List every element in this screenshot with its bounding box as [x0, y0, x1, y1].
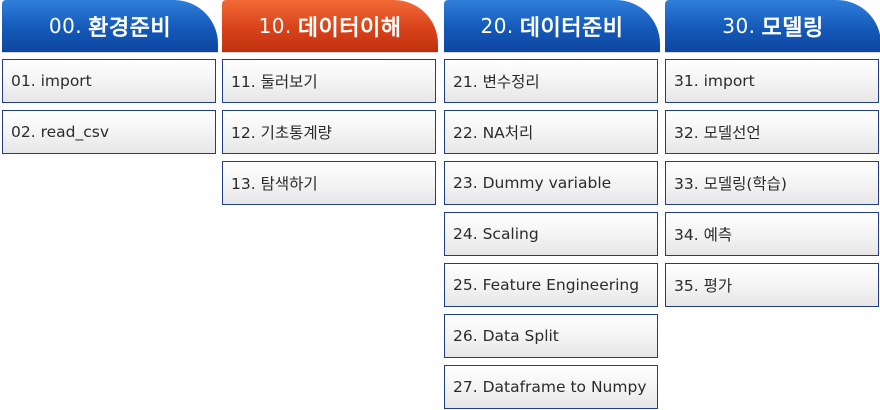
tab-number: 20.: [480, 14, 514, 38]
tab-number: 10.: [258, 14, 292, 38]
column-modeling: 30. 모델링 31. import 32. 모델선언 33. 모델링(학습) …: [665, 0, 880, 307]
step-item-scaling[interactable]: 24. Scaling: [444, 212, 658, 256]
tab-modeling[interactable]: 30. 모델링: [665, 0, 880, 52]
tab-label: 데이터준비: [519, 16, 624, 41]
tab-label: 모델링: [761, 16, 824, 41]
column-data-understanding: 10. 데이터이해 11. 둘러보기 12. 기초통계량 13. 탐색하기: [222, 0, 438, 205]
tab-label: 데이터이해: [297, 16, 402, 41]
step-item-overview[interactable]: 11. 둘러보기: [222, 59, 436, 103]
column-env-setup: 00. 환경준비 01. import 02. read_csv: [2, 0, 218, 154]
step-item-model-declare[interactable]: 32. 모델선언: [665, 110, 879, 154]
step-item-import[interactable]: 31. import: [665, 59, 879, 103]
step-item-dummy-variable[interactable]: 23. Dummy variable: [444, 161, 658, 205]
tab-data-understanding[interactable]: 10. 데이터이해: [222, 0, 438, 52]
step-item-import[interactable]: 01. import: [2, 59, 216, 103]
tab-label: 환경준비: [88, 16, 172, 41]
step-item-model-training[interactable]: 33. 모델링(학습): [665, 161, 879, 205]
step-item-data-split[interactable]: 26. Data Split: [444, 314, 658, 358]
step-item-dataframe-to-numpy[interactable]: 27. Dataframe to Numpy: [444, 365, 658, 409]
step-item-evaluation[interactable]: 35. 평가: [665, 263, 879, 307]
column-data-preparation: 20. 데이터준비 21. 변수정리 22. NA처리 23. Dummy va…: [444, 0, 660, 409]
step-item-explore[interactable]: 13. 탐색하기: [222, 161, 436, 205]
step-item-prediction[interactable]: 34. 예측: [665, 212, 879, 256]
tab-data-preparation[interactable]: 20. 데이터준비: [444, 0, 660, 52]
step-item-na-handling[interactable]: 22. NA처리: [444, 110, 658, 154]
step-item-variable-cleanup[interactable]: 21. 변수정리: [444, 59, 658, 103]
step-item-feature-engineering[interactable]: 25. Feature Engineering: [444, 263, 658, 307]
tab-number: 30.: [722, 14, 756, 38]
tab-env-setup[interactable]: 00. 환경준비: [2, 0, 218, 52]
step-item-basic-stats[interactable]: 12. 기초통계량: [222, 110, 436, 154]
tab-number: 00.: [48, 14, 83, 38]
step-item-read-csv[interactable]: 02. read_csv: [2, 110, 216, 154]
